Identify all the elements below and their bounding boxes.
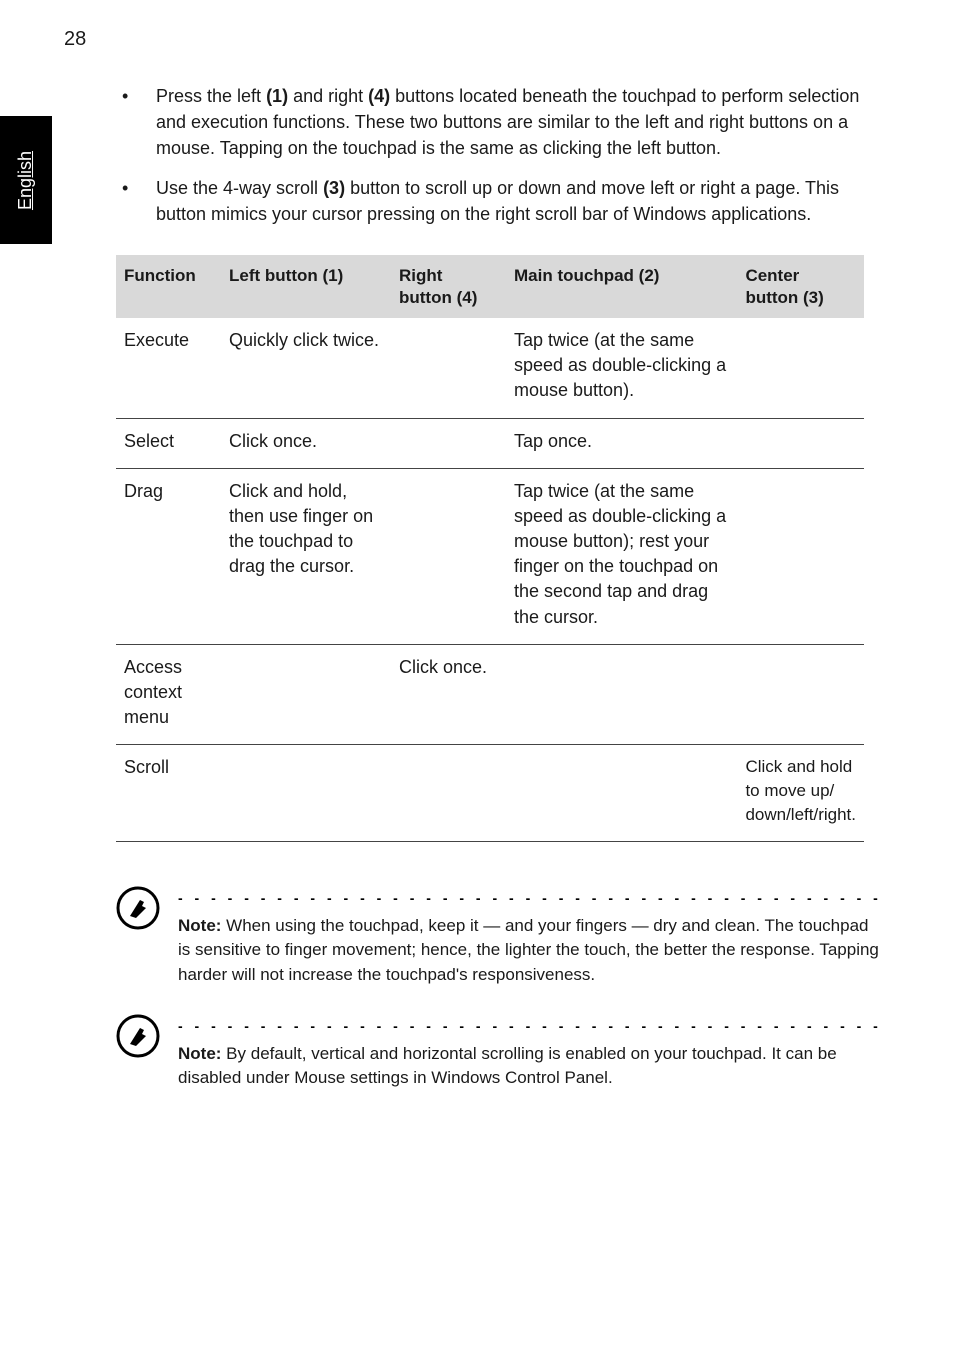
text-bold: (3): [323, 178, 345, 198]
note-icon: [116, 886, 160, 930]
cell-left: Click and hold, then use finger on the t…: [221, 468, 391, 644]
table-row: Select Click once. Tap once.: [116, 418, 864, 468]
cell-right: [391, 468, 506, 644]
note-content: By default, vertical and horizontal scro…: [178, 1044, 837, 1088]
cell-main: Tap once.: [506, 418, 737, 468]
cell-function: Execute: [116, 318, 221, 418]
table-row: Access context menu Click once.: [116, 644, 864, 745]
language-tab-label: English: [16, 150, 37, 209]
cell-function: Scroll: [116, 745, 221, 841]
table-row: Scroll Click and hold to move up/ down/l…: [116, 745, 864, 841]
text: Use the 4-way scroll: [156, 178, 323, 198]
th-center: Center button (3): [737, 255, 864, 318]
cell-right: Click once.: [391, 644, 506, 745]
note-body: - - - - - - - - - - - - - - - - - - - - …: [178, 890, 882, 988]
cell-left: Quickly click twice.: [221, 318, 391, 418]
cell-main: Tap twice (at the same speed as double-c…: [506, 468, 737, 644]
text-bold: (1): [266, 86, 288, 106]
cell-center: [737, 418, 864, 468]
bullet-item: Press the left (1) and right (4) buttons…: [116, 83, 864, 161]
cell-function: Drag: [116, 468, 221, 644]
page-number: 28: [64, 28, 864, 51]
table-header-row: Function Left button (1) Right button (4…: [116, 255, 864, 318]
bullet-item: Use the 4-way scroll (3) button to scrol…: [116, 175, 864, 227]
cell-center: [737, 318, 864, 418]
note-lead: Note:: [178, 916, 221, 935]
cell-function: Access context menu: [116, 644, 221, 745]
th-main: Main touchpad (2): [506, 255, 737, 318]
text: Press the left: [156, 86, 266, 106]
cell-right: [391, 318, 506, 418]
table-row: Execute Quickly click twice. Tap twice (…: [116, 318, 864, 418]
content-area: Press the left (1) and right (4) buttons…: [116, 83, 864, 1091]
text: and right: [288, 86, 368, 106]
th-left: Left button (1): [221, 255, 391, 318]
note-block: - - - - - - - - - - - - - - - - - - - - …: [116, 890, 864, 988]
dash-rule: - - - - - - - - - - - - - - - - - - - - …: [178, 890, 882, 906]
th-right: Right button (4): [391, 255, 506, 318]
note-lead: Note:: [178, 1044, 221, 1063]
language-tab: English: [0, 116, 52, 244]
cell-center: Click and hold to move up/ down/left/rig…: [737, 745, 864, 841]
cell-main: Tap twice (at the same speed as double-c…: [506, 318, 737, 418]
cell-function: Select: [116, 418, 221, 468]
note-text: Note: By default, vertical and horizonta…: [178, 1042, 882, 1091]
cell-center: [737, 644, 864, 745]
cell-right: [391, 418, 506, 468]
dash-rule: - - - - - - - - - - - - - - - - - - - - …: [178, 1018, 882, 1034]
text-bold: (4): [368, 86, 390, 106]
cell-center: [737, 468, 864, 644]
cell-left: Click once.: [221, 418, 391, 468]
note-body: - - - - - - - - - - - - - - - - - - - - …: [178, 1018, 882, 1091]
cell-left: [221, 644, 391, 745]
page: 28 English Press the left (1) and right …: [0, 0, 954, 1369]
function-table: Function Left button (1) Right button (4…: [116, 255, 864, 841]
table-row: Drag Click and hold, then use finger on …: [116, 468, 864, 644]
note-text: Note: When using the touchpad, keep it —…: [178, 914, 882, 988]
note-content: When using the touchpad, keep it — and y…: [178, 916, 879, 984]
th-function: Function: [116, 255, 221, 318]
cell-right: [391, 745, 506, 841]
bullet-list: Press the left (1) and right (4) buttons…: [116, 83, 864, 227]
note-block: - - - - - - - - - - - - - - - - - - - - …: [116, 1018, 864, 1091]
cell-left: [221, 745, 391, 841]
note-icon: [116, 1014, 160, 1058]
cell-main: [506, 745, 737, 841]
cell-main: [506, 644, 737, 745]
